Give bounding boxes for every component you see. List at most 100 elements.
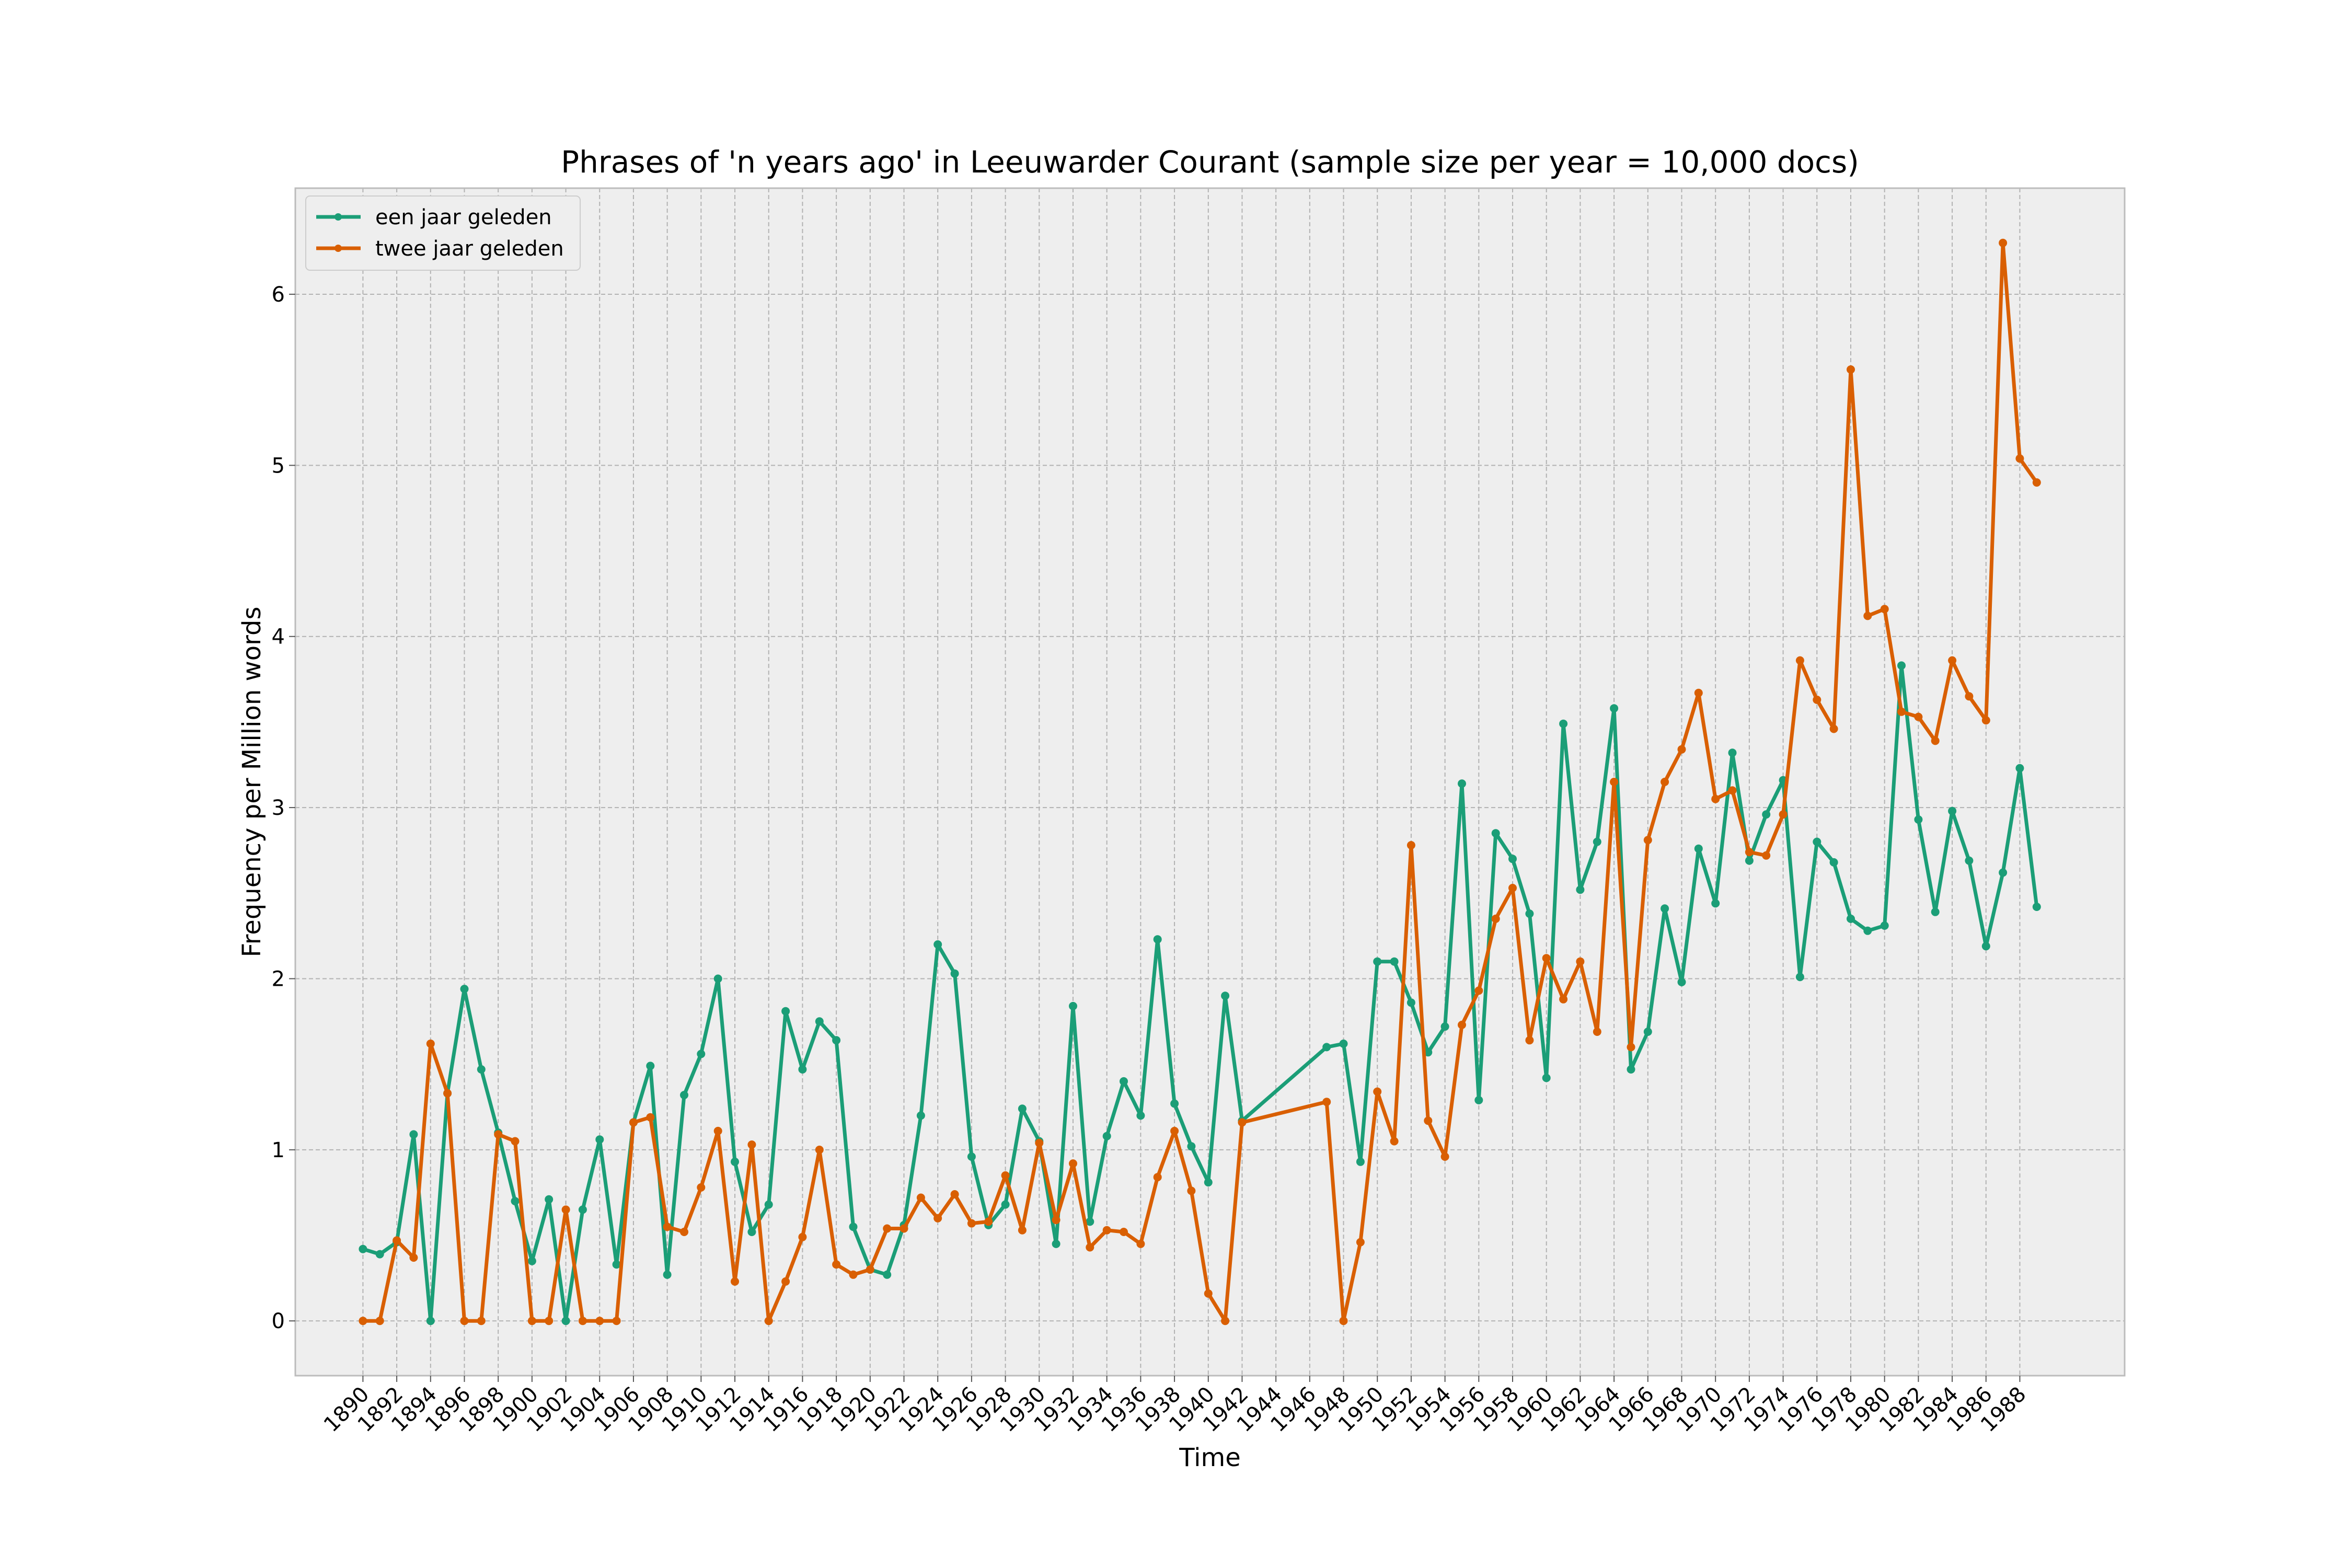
data-point-twee-jaar-geleden xyxy=(781,1277,790,1286)
data-point-een-jaar-geleden xyxy=(1795,973,1804,982)
series-line-twee-jaar-geleden xyxy=(361,241,2039,1323)
data-point-een-jaar-geleden xyxy=(460,985,469,994)
data-point-twee-jaar-geleden xyxy=(443,1089,452,1098)
data-point-een-jaar-geleden xyxy=(849,1223,858,1231)
data-point-twee-jaar-geleden xyxy=(1086,1243,1094,1252)
data-point-twee-jaar-geleden xyxy=(2032,478,2041,487)
data-point-twee-jaar-geleden xyxy=(1643,836,1652,845)
data-point-een-jaar-geleden xyxy=(1643,1028,1652,1036)
data-point-een-jaar-geleden xyxy=(1931,907,1940,916)
data-point-twee-jaar-geleden xyxy=(1491,914,1500,923)
data-point-twee-jaar-geleden xyxy=(883,1224,892,1233)
x-axis-ticks: 1890189218941896189819001902190419061908… xyxy=(319,1376,2031,1437)
data-point-een-jaar-geleden xyxy=(713,974,722,983)
data-point-twee-jaar-geleden xyxy=(527,1317,536,1325)
plot-frame xyxy=(294,187,2126,1377)
data-point-twee-jaar-geleden xyxy=(1965,692,1974,701)
data-point-twee-jaar-geleden xyxy=(375,1317,384,1325)
data-point-twee-jaar-geleden xyxy=(629,1118,638,1127)
data-point-twee-jaar-geleden xyxy=(1136,1239,1145,1248)
y-axis-title: Frequency per Million words xyxy=(237,606,267,957)
data-point-twee-jaar-geleden xyxy=(1052,1216,1060,1225)
data-point-een-jaar-geleden xyxy=(1525,909,1534,918)
data-point-een-jaar-geleden xyxy=(477,1065,486,1074)
data-point-twee-jaar-geleden xyxy=(1339,1317,1348,1325)
data-point-een-jaar-geleden xyxy=(832,1036,841,1045)
data-point-twee-jaar-geleden xyxy=(1221,1317,1230,1325)
data-point-twee-jaar-geleden xyxy=(1677,745,1686,754)
data-point-een-jaar-geleden xyxy=(1914,815,1923,824)
data-point-twee-jaar-geleden xyxy=(984,1217,993,1226)
data-point-een-jaar-geleden xyxy=(798,1065,807,1074)
data-point-twee-jaar-geleden xyxy=(866,1265,874,1274)
data-point-twee-jaar-geleden xyxy=(1593,1028,1601,1036)
data-point-een-jaar-geleden xyxy=(1627,1065,1635,1074)
data-point-twee-jaar-geleden xyxy=(900,1224,908,1233)
data-point-twee-jaar-geleden xyxy=(1981,716,1990,725)
data-point-een-jaar-geleden xyxy=(2032,903,2041,911)
data-point-twee-jaar-geleden xyxy=(578,1317,587,1325)
data-point-twee-jaar-geleden xyxy=(697,1183,706,1192)
data-point-twee-jaar-geleden xyxy=(1424,1116,1433,1125)
y-tick-label: 5 xyxy=(272,454,285,478)
data-point-een-jaar-geleden xyxy=(883,1270,892,1279)
legend-label-twee-jaar: twee jaar geleden xyxy=(375,237,564,261)
data-point-een-jaar-geleden xyxy=(1373,957,1382,966)
data-point-twee-jaar-geleden xyxy=(409,1253,418,1262)
data-point-een-jaar-geleden xyxy=(511,1197,520,1206)
data-point-een-jaar-geleden xyxy=(1728,748,1737,757)
data-point-een-jaar-geleden xyxy=(1052,1239,1060,1248)
data-point-twee-jaar-geleden xyxy=(646,1113,655,1122)
legend-label-een-jaar: een jaar geleden xyxy=(375,205,552,229)
data-point-een-jaar-geleden xyxy=(1102,1132,1111,1140)
data-point-een-jaar-geleden xyxy=(815,1017,824,1026)
data-point-twee-jaar-geleden xyxy=(1390,1137,1399,1146)
data-point-twee-jaar-geleden xyxy=(1542,954,1551,963)
data-point-een-jaar-geleden xyxy=(1999,868,2008,877)
data-point-twee-jaar-geleden xyxy=(1762,851,1771,860)
legend: een jaar geleden twee jaar geleden xyxy=(305,195,581,271)
data-point-een-jaar-geleden xyxy=(933,940,942,949)
data-point-twee-jaar-geleden xyxy=(1627,1043,1635,1052)
data-point-een-jaar-geleden xyxy=(1965,856,1974,865)
data-point-twee-jaar-geleden xyxy=(426,1039,435,1048)
data-point-een-jaar-geleden xyxy=(1762,810,1771,819)
data-point-twee-jaar-geleden xyxy=(1576,957,1585,966)
data-point-een-jaar-geleden xyxy=(527,1256,536,1265)
data-point-een-jaar-geleden xyxy=(697,1050,706,1058)
y-tick-label: 4 xyxy=(272,625,285,649)
data-point-een-jaar-geleden xyxy=(595,1135,604,1144)
data-point-een-jaar-geleden xyxy=(1424,1048,1433,1057)
data-point-een-jaar-geleden xyxy=(1981,942,1990,951)
data-point-twee-jaar-geleden xyxy=(1694,688,1703,697)
x-axis-title: Time xyxy=(1179,1443,1240,1472)
data-point-twee-jaar-geleden xyxy=(747,1140,756,1149)
data-point-twee-jaar-geleden xyxy=(1508,884,1517,892)
data-point-twee-jaar-geleden xyxy=(1728,786,1737,795)
data-point-een-jaar-geleden xyxy=(1593,837,1601,846)
data-point-een-jaar-geleden xyxy=(1339,1039,1348,1048)
data-point-een-jaar-geleden xyxy=(1829,858,1838,867)
data-point-twee-jaar-geleden xyxy=(950,1190,959,1198)
y-tick-label: 3 xyxy=(272,796,285,820)
data-point-een-jaar-geleden xyxy=(1406,998,1415,1007)
data-point-twee-jaar-geleden xyxy=(1813,695,1821,704)
data-point-een-jaar-geleden xyxy=(764,1200,773,1209)
data-point-twee-jaar-geleden xyxy=(2015,454,2024,463)
data-point-twee-jaar-geleden xyxy=(798,1232,807,1241)
data-point-twee-jaar-geleden xyxy=(713,1126,722,1135)
data-point-twee-jaar-geleden xyxy=(1322,1098,1331,1106)
data-point-een-jaar-geleden xyxy=(1204,1178,1213,1187)
data-point-twee-jaar-geleden xyxy=(1373,1087,1382,1096)
data-point-twee-jaar-geleden xyxy=(393,1236,401,1245)
data-point-twee-jaar-geleden xyxy=(1779,810,1788,819)
data-point-twee-jaar-geleden xyxy=(477,1317,486,1325)
data-point-twee-jaar-geleden xyxy=(460,1317,469,1325)
legend-marker-een-jaar xyxy=(335,213,342,221)
data-point-twee-jaar-geleden xyxy=(1999,238,2008,247)
data-point-een-jaar-geleden xyxy=(359,1244,367,1253)
chart-title: Phrases of 'n years ago' in Leeuwarder C… xyxy=(561,144,1859,180)
data-point-twee-jaar-geleden xyxy=(1948,656,1957,665)
data-point-twee-jaar-geleden xyxy=(1458,1020,1466,1029)
